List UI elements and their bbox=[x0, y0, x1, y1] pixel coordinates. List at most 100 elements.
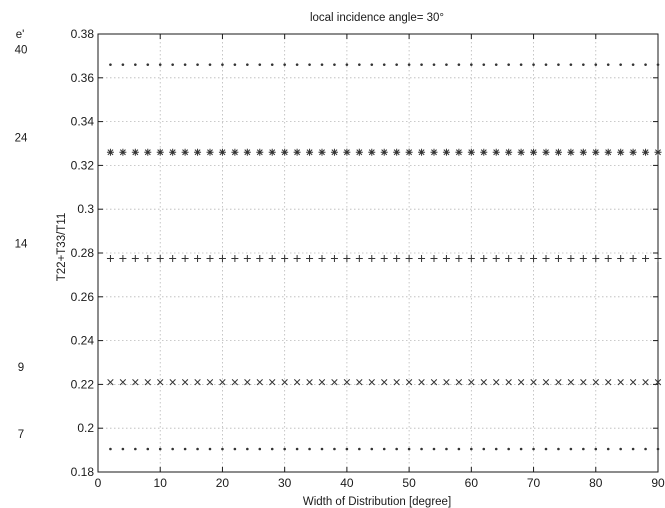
data-point bbox=[656, 63, 660, 66]
data-point bbox=[467, 254, 475, 262]
data-point bbox=[407, 447, 411, 451]
data-point bbox=[517, 148, 525, 156]
y-tick-label: 0.3 bbox=[77, 202, 94, 216]
x-tick-label: 40 bbox=[340, 476, 354, 490]
e-prime-value: 9 bbox=[18, 362, 24, 374]
data-point bbox=[619, 63, 622, 66]
data-point bbox=[532, 447, 535, 451]
data-point bbox=[246, 447, 249, 451]
e-prime-value: 40 bbox=[15, 45, 28, 57]
data-point bbox=[592, 379, 599, 386]
data-point bbox=[119, 254, 127, 262]
data-point bbox=[442, 148, 450, 156]
data-point bbox=[519, 447, 523, 451]
data-point bbox=[455, 254, 463, 262]
data-point bbox=[407, 63, 411, 66]
data-point bbox=[382, 63, 386, 66]
data-point bbox=[156, 254, 164, 262]
data-point bbox=[107, 379, 114, 386]
data-point bbox=[405, 254, 413, 262]
data-point bbox=[480, 254, 488, 262]
data-point bbox=[418, 379, 425, 386]
data-point bbox=[283, 63, 286, 66]
data-point bbox=[295, 447, 299, 451]
data-point bbox=[333, 447, 336, 451]
data-point bbox=[567, 254, 575, 262]
data-point bbox=[594, 63, 598, 66]
data-point bbox=[617, 148, 625, 156]
data-point bbox=[169, 379, 176, 386]
data-point bbox=[631, 447, 635, 451]
data-point bbox=[430, 379, 438, 386]
data-point bbox=[144, 379, 151, 386]
data-point bbox=[405, 148, 413, 156]
chart-title: local incidence angle= 30° bbox=[310, 12, 444, 24]
data-point bbox=[355, 254, 363, 262]
data-point bbox=[455, 379, 463, 386]
data-point bbox=[418, 148, 426, 156]
series-4 bbox=[107, 379, 662, 386]
data-point bbox=[268, 254, 276, 262]
data-point bbox=[579, 148, 587, 156]
data-point bbox=[256, 379, 263, 386]
data-point bbox=[281, 254, 289, 262]
y-tick-label: 0.36 bbox=[71, 71, 95, 85]
data-point bbox=[567, 379, 575, 386]
x-tick-label: 80 bbox=[589, 476, 603, 490]
data-point bbox=[445, 447, 448, 451]
data-point bbox=[480, 379, 487, 386]
grid-lines bbox=[98, 34, 658, 472]
data-point bbox=[530, 148, 538, 156]
data-markers bbox=[106, 63, 662, 451]
data-point bbox=[169, 148, 177, 156]
data-point bbox=[121, 63, 125, 66]
data-point bbox=[208, 63, 212, 66]
data-point bbox=[194, 379, 201, 386]
data-point bbox=[106, 148, 114, 156]
data-point bbox=[644, 63, 647, 66]
data-point bbox=[356, 379, 363, 386]
data-point bbox=[592, 254, 600, 262]
data-point bbox=[468, 379, 475, 386]
data-point bbox=[345, 63, 349, 66]
data-point bbox=[293, 379, 301, 386]
data-point bbox=[219, 379, 226, 386]
data-point bbox=[320, 447, 324, 451]
data-point bbox=[604, 254, 612, 262]
data-point bbox=[494, 447, 498, 451]
data-point bbox=[343, 148, 351, 156]
data-point bbox=[582, 447, 585, 451]
data-point bbox=[131, 148, 139, 156]
data-point bbox=[542, 379, 550, 386]
data-point bbox=[368, 254, 376, 262]
y-tick-label: 0.22 bbox=[71, 377, 95, 391]
data-point bbox=[554, 254, 562, 262]
x-tick-label: 60 bbox=[465, 476, 479, 490]
data-point bbox=[569, 63, 573, 66]
data-point bbox=[492, 148, 500, 156]
data-point bbox=[358, 63, 361, 66]
data-point bbox=[420, 447, 423, 451]
data-point bbox=[171, 447, 174, 451]
y-tick-label: 0.34 bbox=[71, 115, 95, 129]
data-point bbox=[517, 379, 525, 386]
data-point bbox=[196, 63, 199, 66]
data-point bbox=[557, 63, 560, 66]
data-point bbox=[430, 148, 438, 156]
data-point bbox=[557, 447, 560, 451]
data-point bbox=[206, 254, 214, 262]
x-axis-label: Width of Distribution [degree] bbox=[303, 496, 451, 508]
x-tick-label: 10 bbox=[154, 476, 168, 490]
data-point bbox=[158, 447, 162, 451]
data-point bbox=[318, 148, 326, 156]
data-point bbox=[233, 447, 237, 451]
data-point bbox=[156, 148, 164, 156]
data-point bbox=[470, 63, 473, 66]
data-point bbox=[492, 254, 500, 262]
e-prime-value: 14 bbox=[15, 238, 28, 250]
data-point bbox=[642, 254, 650, 262]
data-point bbox=[196, 447, 199, 451]
data-point bbox=[629, 148, 637, 156]
data-point bbox=[654, 148, 662, 156]
y-tick-label: 0.28 bbox=[71, 246, 95, 260]
